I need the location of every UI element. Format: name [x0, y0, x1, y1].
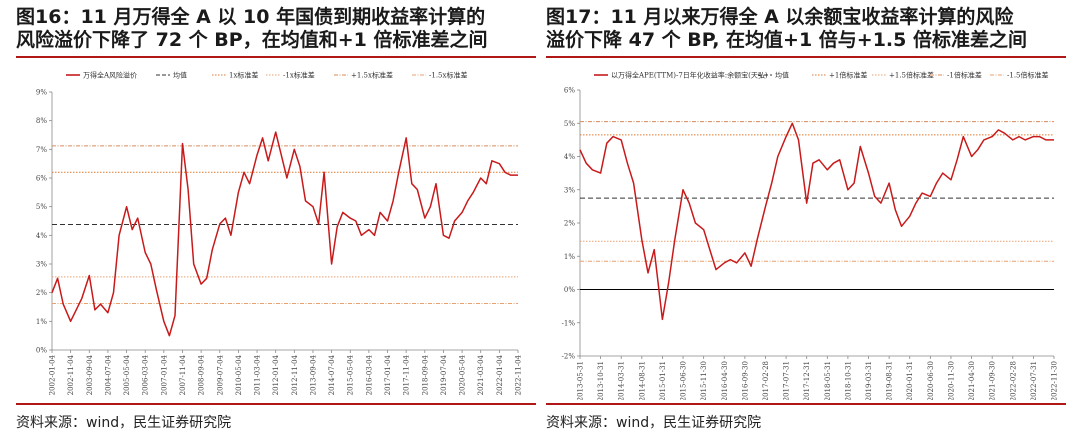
x-tick-label: 2007-01-04 — [160, 354, 168, 395]
legend-label-5: -1.5倍标准差 — [1007, 71, 1049, 80]
x-tick-label: 2020-05-04 — [459, 354, 467, 395]
panel-figure16: 图16：11 月万得全 A 以 10 年国债到期收益率计算的 风险溢价下降了 7… — [16, 0, 536, 437]
x-tick-label: 2022-11-04 — [515, 354, 523, 395]
x-tick-label: 2007-11-04 — [179, 354, 187, 395]
legend-label-1: 均值 — [173, 71, 187, 80]
legend-label-2: +1倍标准差 — [829, 71, 867, 80]
legend-label-5: -1.5x标准差 — [429, 71, 467, 80]
x-tick-label: 2021-03-04 — [477, 354, 485, 395]
series-line — [579, 122, 1054, 321]
x-tick-label: 2019-07-04 — [440, 354, 448, 395]
y-tick-label: 5% — [36, 203, 47, 211]
x-tick-label: 2016-09-30 — [741, 361, 749, 400]
x-tick-label: 2004-07-04 — [104, 354, 112, 395]
x-tick-label: 2021-04-30 — [968, 361, 976, 400]
x-tick-label: 2017-02-28 — [762, 361, 770, 400]
x-tick-label: 2017-12-31 — [803, 361, 811, 400]
x-tick-label: 2022-07-31 — [1030, 361, 1038, 400]
figure16-source: 资料来源：wind，民生证券研究院 — [16, 415, 232, 431]
figure16-bottom-rule — [16, 403, 536, 405]
x-tick-label: 2013-05-31 — [577, 361, 585, 400]
figure17-title-line2: 溢价下降 47 个 BP, 在均值+1 倍与+1.5 倍标准差之间 — [546, 29, 1027, 51]
x-tick-label: 2015-06-30 — [680, 361, 688, 400]
y-tick-label: 5% — [564, 120, 575, 128]
x-tick-label: 2014-03-31 — [618, 361, 626, 400]
y-tick-label: 6% — [36, 175, 47, 183]
x-tick-label: 2018-10-31 — [844, 361, 852, 400]
x-tick-label: 2020-11-30 — [947, 361, 955, 400]
legend-label-1: 均值 — [775, 71, 789, 80]
x-tick-label: 2014-07-04 — [328, 354, 336, 395]
x-tick-label: 2022-02-28 — [1009, 361, 1017, 400]
legend-label-0: 万得全A风险溢价 — [83, 71, 137, 80]
y-tick-label: 0% — [564, 286, 575, 294]
legend-label-2: 1x标准差 — [229, 71, 258, 80]
y-tick-label: 2% — [564, 220, 575, 228]
figure17-bottom-rule — [546, 403, 1066, 405]
y-tick-label: 8% — [36, 117, 47, 125]
x-tick-label: 2002-11-04 — [67, 354, 75, 395]
figure17-title-line1: 图17：11 月以来万得全 A 以余额宝收益率计算的风险 — [546, 6, 1014, 28]
figure16-title-line2: 风险溢价下降了 72 个 BP，在均值和+1 倍标准差之间 — [16, 29, 488, 51]
x-tick-label: 2008-09-04 — [198, 354, 206, 395]
x-tick-label: 2002-01-04 — [49, 354, 57, 395]
y-tick-label: 7% — [36, 146, 47, 154]
x-tick-label: 2003-09-04 — [86, 354, 94, 395]
series-line — [51, 131, 518, 337]
legend-label-3: -1x标准差 — [283, 71, 315, 80]
x-tick-label: 2019-08-31 — [886, 361, 894, 400]
figure17-top-rule — [546, 56, 1066, 58]
x-tick-label: 2005-05-04 — [123, 354, 131, 395]
figure16-title: 图16：11 月万得全 A 以 10 年国债到期收益率计算的 风险溢价下降了 7… — [16, 6, 536, 52]
x-tick-label: 2009-07-04 — [216, 354, 224, 395]
x-tick-label: 2022-01-04 — [496, 354, 504, 395]
y-tick-label: 9% — [36, 89, 47, 97]
legend-label-4: +1.5x标准差 — [351, 71, 393, 80]
y-tick-label: -1% — [562, 319, 576, 327]
panel-figure17: 图17：11 月以来万得全 A 以余额宝收益率计算的风险 溢价下降 47 个 B… — [546, 0, 1066, 437]
x-tick-label: 2015-05-04 — [347, 354, 355, 395]
x-tick-label: 2017-07-31 — [783, 361, 791, 400]
y-tick-label: 1% — [564, 253, 575, 261]
x-tick-label: 2014-08-31 — [638, 361, 646, 400]
y-tick-label: 4% — [36, 232, 47, 240]
x-tick-label: 2011-03-04 — [254, 354, 262, 395]
y-tick-label: -2% — [562, 353, 576, 361]
x-tick-label: 2017-01-04 — [384, 354, 392, 395]
x-tick-label: 2013-09-04 — [309, 354, 317, 395]
x-tick-label: 2021-09-30 — [989, 361, 997, 400]
legend-label-0: 以万得全APE(TTM)-7日年化收益率:余额宝(天弘) — [611, 71, 768, 80]
x-tick-label: 2006-03-04 — [142, 354, 150, 395]
x-tick-label: 2017-11-04 — [403, 354, 411, 395]
x-tick-label: 2020-06-30 — [927, 361, 935, 400]
x-tick-label: 2016-03-04 — [365, 354, 373, 395]
y-tick-label: 4% — [564, 153, 575, 161]
x-tick-label: 2010-05-04 — [235, 354, 243, 395]
x-tick-label: 2012-01-04 — [272, 354, 280, 395]
figure16-top-rule — [16, 56, 536, 58]
x-tick-label: 2018-05-31 — [824, 361, 832, 400]
x-tick-label: 2016-04-30 — [721, 361, 729, 400]
figure17-source: 资料来源：wind，民生证券研究院 — [546, 415, 762, 431]
figure17-title: 图17：11 月以来万得全 A 以余额宝收益率计算的风险 溢价下降 47 个 B… — [546, 6, 1066, 52]
figure16-title-line1: 图16：11 月万得全 A 以 10 年国债到期收益率计算的 — [16, 6, 486, 28]
figure17-chart: 以万得全APE(TTM)-7日年化收益率:余额宝(天弘) 均值 +1倍标准差 +1.5… — [562, 71, 1059, 401]
y-tick-label: 2% — [36, 289, 47, 297]
legend-label-3: +1.5倍标准差 — [889, 71, 934, 80]
legend-label-4: -1倍标准差 — [947, 71, 982, 80]
y-tick-label: 6% — [564, 87, 575, 95]
x-tick-label: 2019-03-31 — [865, 361, 873, 400]
x-tick-label: 2013-10-31 — [597, 361, 605, 400]
y-tick-label: 0% — [36, 347, 47, 355]
y-tick-label: 3% — [564, 186, 575, 194]
y-tick-label: 1% — [36, 318, 47, 326]
y-tick-label: 3% — [36, 261, 47, 269]
x-tick-label: 2022-11-30 — [1051, 361, 1059, 400]
x-tick-label: 2015-11-30 — [700, 361, 708, 400]
figure16-chart: 万得全A风险溢价 均值 1x标准差 -1x标准差 +1.5x标准差 -1.5x标准差 0% 1… — [36, 71, 523, 396]
x-tick-label: 2018-09-04 — [421, 354, 429, 395]
x-tick-label: 2020-01-31 — [906, 361, 914, 400]
x-tick-label: 2012-11-04 — [291, 354, 299, 395]
x-tick-label: 2015-01-31 — [659, 361, 667, 400]
